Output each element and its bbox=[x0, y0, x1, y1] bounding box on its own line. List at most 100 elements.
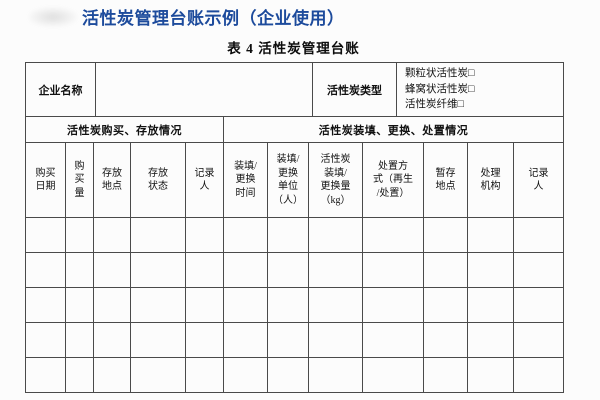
empty-cell bbox=[25, 252, 66, 288]
empty-cell bbox=[65, 357, 94, 393]
empty-cell bbox=[93, 357, 131, 393]
document-title: 活性炭管理台账示例（企业使用） bbox=[82, 9, 345, 28]
empty-cell bbox=[25, 322, 66, 358]
empty-cell bbox=[308, 322, 363, 358]
empty-cell bbox=[223, 287, 268, 323]
empty-cell bbox=[423, 322, 468, 358]
type-option-label: 蜂窝状活性炭 bbox=[405, 83, 468, 95]
empty-cell bbox=[185, 217, 224, 253]
empty-cell bbox=[93, 287, 131, 323]
checkbox-empty-icon: □ bbox=[468, 68, 475, 80]
company-name-label: 企业名称 bbox=[25, 62, 96, 117]
empty-cell bbox=[185, 357, 224, 393]
ledger-table: 企业名称 活性炭类型 颗粒状活性炭□ 蜂窝状活性炭□ 活性炭纤维□ 活性炭购买、… bbox=[25, 62, 564, 393]
ledger-grid-table: 购买 日期 购 买 量 存放 地点 存放 状态 记录 人 装填/ 更换 时间 装… bbox=[25, 142, 564, 393]
empty-cell bbox=[130, 357, 186, 393]
empty-cell bbox=[513, 287, 564, 323]
empty-cell bbox=[130, 217, 186, 253]
col-header-fill-unit: 装填/ 更换 单位 （人） bbox=[267, 142, 309, 218]
empty-cell bbox=[25, 287, 66, 323]
empty-cell bbox=[467, 217, 514, 253]
section-header-table: 活性炭购买、存放情况 活性炭装填、更换、处置情况 bbox=[25, 116, 564, 143]
empty-cell bbox=[223, 252, 268, 288]
empty-cell bbox=[223, 217, 268, 253]
empty-cell bbox=[93, 252, 131, 288]
column-header-row: 购买 日期 购 买 量 存放 地点 存放 状态 记录 人 装填/ 更换 时间 装… bbox=[25, 142, 564, 218]
empty-cell bbox=[467, 322, 514, 358]
empty-cell bbox=[467, 252, 514, 288]
empty-ledger-row bbox=[25, 252, 564, 288]
empty-cell bbox=[423, 287, 468, 323]
col-header-purchase-amount: 购 买 量 bbox=[65, 142, 94, 218]
empty-cell bbox=[513, 252, 564, 288]
empty-cell bbox=[267, 252, 309, 288]
type-option-granular: 颗粒状活性炭□ bbox=[405, 66, 559, 82]
empty-ledger-row bbox=[25, 287, 564, 323]
empty-cell bbox=[267, 357, 309, 393]
empty-ledger-row bbox=[25, 322, 564, 358]
empty-cell bbox=[185, 252, 224, 288]
col-header-fill-time: 装填/ 更换 时间 bbox=[223, 142, 268, 218]
section-purchase-storage: 活性炭购买、存放情况 bbox=[25, 116, 224, 143]
empty-cell bbox=[362, 217, 424, 253]
empty-cell bbox=[308, 287, 363, 323]
empty-cell bbox=[308, 357, 363, 393]
empty-cell bbox=[308, 217, 363, 253]
empty-cell bbox=[25, 217, 66, 253]
col-header-recorder-left: 记录 人 bbox=[185, 142, 224, 218]
section-header-row: 活性炭购买、存放情况 活性炭装填、更换、处置情况 bbox=[25, 116, 564, 143]
col-header-fill-amount-kg: 活性炭 装填/ 更换量 （kg） bbox=[308, 142, 363, 218]
empty-cell bbox=[423, 357, 468, 393]
empty-cell bbox=[513, 322, 564, 358]
empty-cell bbox=[362, 287, 424, 323]
col-header-purchase-date: 购买 日期 bbox=[25, 142, 66, 218]
section-fill-replace-dispose: 活性炭装填、更换、处置情况 bbox=[223, 116, 564, 143]
type-option-honeycomb: 蜂窝状活性炭□ bbox=[405, 82, 559, 98]
empty-cell bbox=[267, 287, 309, 323]
empty-cell bbox=[362, 252, 424, 288]
col-header-recorder-right: 记录 人 bbox=[513, 142, 564, 218]
empty-cell bbox=[185, 322, 224, 358]
empty-ledger-row bbox=[25, 357, 564, 393]
empty-cell bbox=[93, 217, 131, 253]
type-option-label: 颗粒状活性炭 bbox=[405, 68, 468, 80]
checkbox-empty-icon: □ bbox=[468, 83, 475, 95]
col-header-storage-location: 存放 地点 bbox=[93, 142, 131, 218]
empty-cell bbox=[65, 252, 94, 288]
empty-cell bbox=[362, 357, 424, 393]
empty-cell bbox=[423, 217, 468, 253]
empty-cell bbox=[467, 357, 514, 393]
carbon-type-options-cell: 颗粒状活性炭□ 蜂窝状活性炭□ 活性炭纤维□ bbox=[396, 62, 564, 117]
checkbox-empty-icon: □ bbox=[457, 99, 464, 111]
empty-cell bbox=[65, 287, 94, 323]
empty-cell bbox=[130, 322, 186, 358]
empty-cell bbox=[308, 252, 363, 288]
col-header-handling-agency: 处理 机构 bbox=[467, 142, 514, 218]
empty-cell bbox=[513, 217, 564, 253]
empty-cell bbox=[130, 252, 186, 288]
col-header-temp-storage-location: 暂存 地点 bbox=[423, 142, 468, 218]
table-caption: 表 4 活性炭管理台账 bbox=[227, 41, 360, 56]
empty-cell bbox=[185, 287, 224, 323]
empty-ledger-row bbox=[25, 217, 564, 253]
empty-cell bbox=[223, 357, 268, 393]
empty-cell bbox=[513, 357, 564, 393]
empty-cell bbox=[65, 217, 94, 253]
company-name-value-cell bbox=[95, 62, 313, 117]
col-header-disposal-method: 处置方 式（再生 /处置） bbox=[362, 142, 424, 218]
empty-cell bbox=[267, 322, 309, 358]
info-table: 企业名称 活性炭类型 颗粒状活性炭□ 蜂窝状活性炭□ 活性炭纤维□ bbox=[25, 62, 564, 117]
col-header-storage-status: 存放 状态 bbox=[130, 142, 186, 218]
info-row: 企业名称 活性炭类型 颗粒状活性炭□ 蜂窝状活性炭□ 活性炭纤维□ bbox=[25, 62, 564, 117]
carbon-type-label: 活性炭类型 bbox=[312, 62, 397, 117]
empty-cell bbox=[130, 287, 186, 323]
empty-cell bbox=[362, 322, 424, 358]
empty-cell bbox=[65, 322, 94, 358]
empty-cell bbox=[467, 287, 514, 323]
empty-cell bbox=[423, 252, 468, 288]
type-option-fiber: 活性炭纤维□ bbox=[405, 97, 559, 113]
empty-cell bbox=[93, 322, 131, 358]
empty-cell bbox=[267, 217, 309, 253]
type-option-label: 活性炭纤维 bbox=[405, 99, 458, 111]
empty-cell bbox=[223, 322, 268, 358]
